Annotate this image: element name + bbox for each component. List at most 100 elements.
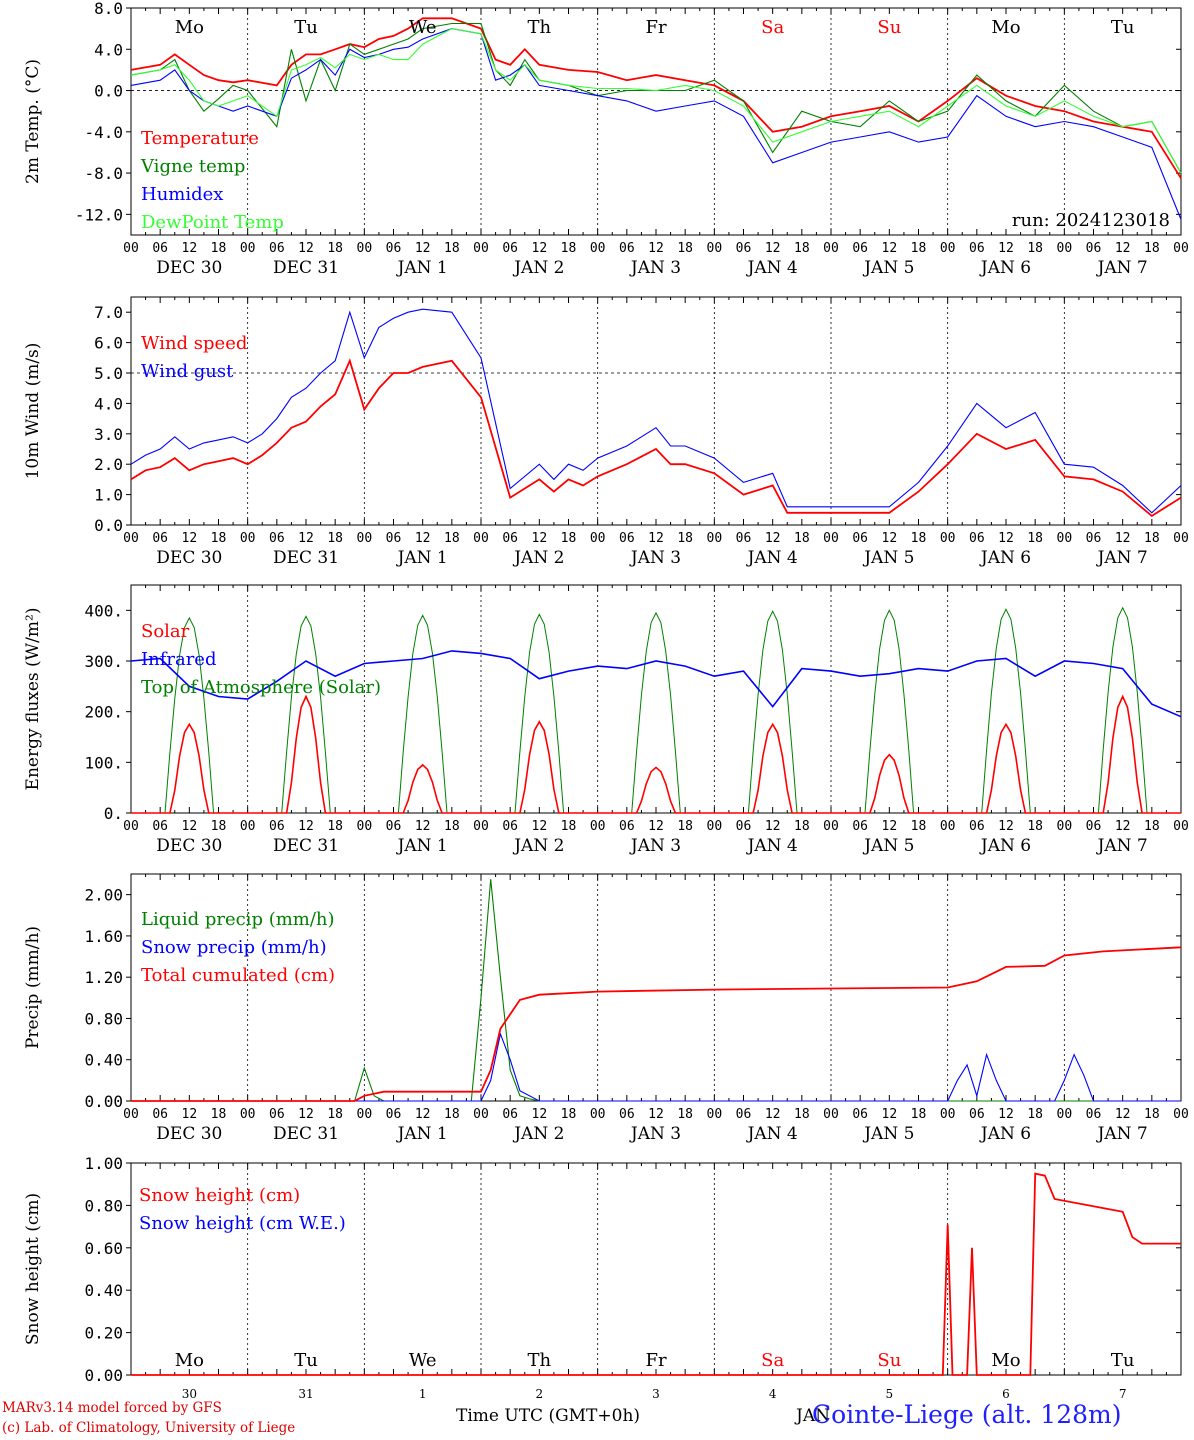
x-axis-title: Time UTC (GMT+0h): [456, 1406, 641, 1426]
hour-tick-label: 00: [1173, 819, 1189, 834]
hour-tick-label: 06: [736, 531, 752, 546]
hour-tick-label: 06: [152, 241, 168, 256]
y-tick-label: 0.0: [94, 516, 123, 535]
hour-tick-label: 06: [852, 531, 868, 546]
date-label: DEC 30: [156, 258, 222, 278]
hour-tick-label: 12: [532, 241, 548, 256]
toa-solar-line: [131, 606, 1181, 814]
y-tick-label: 0.00: [84, 1366, 123, 1385]
hour-tick-label: 12: [998, 1107, 1014, 1122]
hour-tick-label: 06: [386, 819, 402, 834]
date-label: JAN 4: [746, 258, 798, 278]
date-label: DEC 30: [156, 548, 222, 568]
weekday-label: Fr: [645, 17, 666, 38]
date-label: JAN 1: [396, 548, 448, 568]
temperature-line: [130, 17, 1182, 179]
hour-tick-label: 00: [590, 241, 606, 256]
hour-tick-label: 18: [211, 819, 227, 834]
weekday-label: Tu: [1111, 1350, 1135, 1371]
date-label: JAN 4: [746, 548, 798, 568]
y-tick-label: 0.00: [84, 1092, 123, 1111]
hour-tick-label: 06: [619, 531, 635, 546]
hour-tick-label: 12: [765, 819, 781, 834]
hour-tick-label: 06: [386, 241, 402, 256]
hour-tick-label: 06: [852, 1107, 868, 1122]
hour-tick-label: 12: [415, 241, 431, 256]
hour-tick-label: 12: [648, 531, 664, 546]
hour-tick-label: 12: [415, 819, 431, 834]
hour-tick-label: 00: [940, 241, 956, 256]
hour-tick-label: 12: [532, 819, 548, 834]
hour-tick-label: 18: [444, 1107, 460, 1122]
hour-tick-label: 12: [298, 819, 314, 834]
y-tick-label: 0.80: [84, 1196, 123, 1215]
hour-tick-label: 12: [415, 531, 431, 546]
hour-tick-label: 18: [561, 531, 577, 546]
day-number-label: 5: [886, 1387, 894, 1401]
hour-tick-label: 12: [882, 819, 898, 834]
weekday-label: Su: [877, 1350, 901, 1371]
hour-tick-label: 18: [911, 531, 927, 546]
date-label: JAN 6: [979, 258, 1031, 278]
humidex-line: [130, 28, 1182, 220]
hour-tick-label: 12: [648, 819, 664, 834]
day-number-label: 30: [182, 1387, 197, 1401]
snow-height-cm-line: [131, 1172, 1181, 1376]
hour-tick-label: 12: [298, 241, 314, 256]
legend-entry: Wind speed: [141, 333, 247, 354]
hour-tick-label: 06: [969, 531, 985, 546]
day-number-label: 3: [652, 1387, 660, 1401]
y-tick-label: -12.0: [75, 205, 123, 224]
weekday-label: Mo: [175, 17, 204, 38]
hour-tick-label: 06: [269, 531, 285, 546]
hour-tick-label: 06: [386, 531, 402, 546]
hour-tick-label: 00: [1173, 531, 1189, 546]
hour-tick-label: 18: [1144, 531, 1160, 546]
hour-tick-label: 18: [794, 1107, 810, 1122]
hour-tick-label: 18: [1027, 241, 1043, 256]
weekday-label: Th: [528, 17, 552, 38]
hour-tick-label: 18: [911, 1107, 927, 1122]
hour-tick-label: 18: [444, 531, 460, 546]
hour-tick-label: 00: [707, 819, 723, 834]
hour-tick-label: 18: [561, 1107, 577, 1122]
hour-tick-label: 18: [1027, 819, 1043, 834]
y-tick-label: 7.0: [94, 303, 123, 322]
hour-tick-label: 06: [852, 819, 868, 834]
hour-tick-label: 00: [473, 819, 489, 834]
date-label: JAN 7: [1096, 258, 1148, 278]
hour-tick-label: 00: [123, 819, 139, 834]
weekday-label: Tu: [294, 1350, 318, 1371]
hour-tick-label: 06: [269, 819, 285, 834]
hour-tick-label: 00: [940, 531, 956, 546]
hour-tick-label: 06: [152, 531, 168, 546]
weekday-label: Sa: [761, 1350, 784, 1371]
date-label: JAN 7: [1096, 548, 1148, 568]
hour-tick-label: 12: [648, 241, 664, 256]
y-tick-label: 200.: [84, 703, 123, 722]
y-tick-label: 4.0: [94, 40, 123, 59]
run-label: run: 2024123018: [1012, 210, 1170, 231]
hour-tick-label: 06: [969, 241, 985, 256]
solar-line: [131, 694, 1181, 814]
hour-tick-label: 00: [590, 1107, 606, 1122]
hour-tick-label: 00: [1057, 819, 1073, 834]
hour-tick-label: 06: [269, 1107, 285, 1122]
hour-tick-label: 12: [182, 531, 198, 546]
y-tick-label: 4.0: [94, 394, 123, 413]
weekday-label: Th: [528, 1350, 552, 1371]
hour-tick-label: 06: [852, 241, 868, 256]
hour-tick-label: 18: [327, 819, 343, 834]
panel-4: 2.00 1.60 1.20 0.80 0.40 0.00 Precip (mm/h) 00 0…: [23, 873, 1189, 1144]
y-tick-label: 1.20: [84, 968, 123, 987]
y-tick-label: 0.40: [84, 1281, 123, 1300]
hour-tick-label: 18: [561, 241, 577, 256]
date-label: JAN 2: [512, 836, 564, 856]
date-label: DEC 30: [156, 1124, 222, 1144]
hour-tick-label: 00: [240, 819, 256, 834]
hour-tick-label: 18: [794, 531, 810, 546]
date-label: JAN 3: [629, 836, 681, 856]
hour-tick-label: 12: [298, 1107, 314, 1122]
hour-tick-label: 00: [707, 531, 723, 546]
